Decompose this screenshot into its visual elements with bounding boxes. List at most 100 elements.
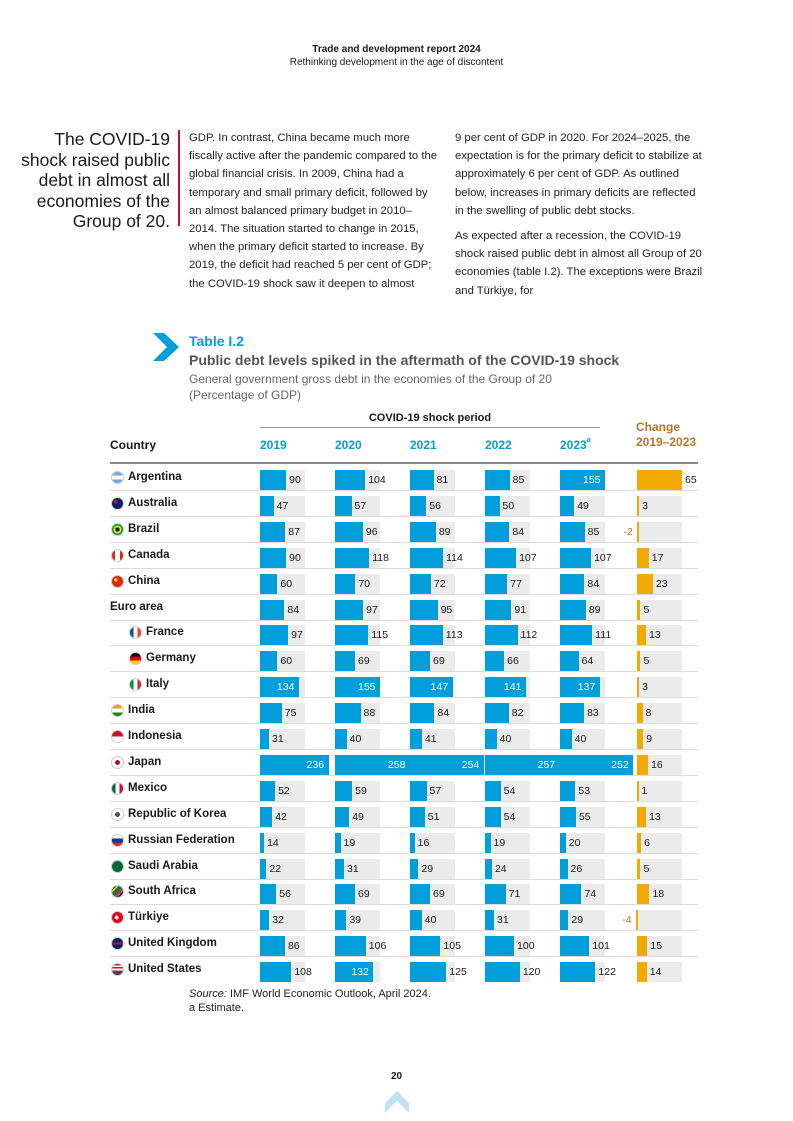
debt-value: 22 <box>269 862 282 875</box>
change-bar <box>637 625 646 646</box>
debt-value: 66 <box>507 655 519 668</box>
debt-bar <box>410 884 431 905</box>
period-label: COVID-19 shock period <box>368 412 492 424</box>
change-track <box>637 754 682 775</box>
debt-value: 95 <box>440 603 453 616</box>
debt-value: 257 <box>537 758 556 771</box>
debt-bar <box>560 729 572 749</box>
debt-bar <box>485 547 517 568</box>
debt-value: 31 <box>272 733 284 745</box>
debt-bar <box>485 495 500 516</box>
debt-bar <box>410 754 484 775</box>
debt-bar <box>335 962 374 983</box>
debt-bar <box>260 677 299 698</box>
debt-bar <box>260 703 282 724</box>
debt-value: 74 <box>584 888 597 901</box>
debt-value: 107 <box>594 551 612 564</box>
south-africa-flag-icon <box>111 885 124 899</box>
debt-value: 115 <box>371 629 389 642</box>
debt-bar <box>560 806 576 827</box>
body-column-1: GDP. In contrast, China became much more… <box>189 132 438 290</box>
table-row: Brazil 87 96 89 84 85 -2 <box>110 517 698 543</box>
debt-bar <box>560 858 568 879</box>
debt-value: 85 <box>512 474 525 486</box>
debt-bar <box>560 470 605 490</box>
debt-bar <box>260 470 287 490</box>
country-column-header: Country <box>110 438 156 452</box>
debt-bar <box>335 625 369 646</box>
body-paragraph: 9 per cent of GDP in 2020. For 2024–2025… <box>455 132 702 217</box>
change-track <box>637 936 682 957</box>
change-value: 15 <box>650 940 663 953</box>
country-name: India <box>128 704 155 717</box>
change-value: 3 <box>642 681 648 694</box>
debt-value: 147 <box>430 681 449 694</box>
korea-flag-icon <box>111 807 124 821</box>
china-flag-icon <box>111 574 124 588</box>
debt-bar <box>410 832 415 853</box>
debt-bar <box>560 936 590 957</box>
debt-value: 41 <box>424 733 437 745</box>
change-bar <box>635 910 639 931</box>
source-line: Source: IMF World Economic Outlook, Apri… <box>189 987 431 1001</box>
country-name: United States <box>128 963 202 976</box>
country-name: United Kingdom <box>128 937 217 950</box>
debt-value: 40 <box>499 733 512 745</box>
bar-track <box>335 832 380 853</box>
bar-track <box>560 832 605 853</box>
change-bar <box>637 754 649 775</box>
debt-value: 236 <box>306 758 325 771</box>
debt-bar <box>410 858 419 879</box>
table-row: Türkiye 32 39 40 31 29 -4 <box>110 905 698 932</box>
change-value: 5 <box>643 603 650 616</box>
change-column-header: Change 2019–2023 <box>636 420 696 450</box>
chevron-up-icon[interactable] <box>384 1089 410 1115</box>
debt-value: 64 <box>581 655 594 668</box>
table-row: Germany 60 69 69 66 64 5 <box>110 646 698 673</box>
debt-value: 39 <box>349 914 361 927</box>
debt-bar <box>335 936 366 957</box>
debt-value: 86 <box>287 940 300 953</box>
table-row: United Kingdom 86 106 105 100 101 15 <box>110 931 698 958</box>
year-header-2022: 2022 <box>485 438 512 452</box>
debt-bar <box>335 729 347 749</box>
debt-bar <box>260 599 285 620</box>
debt-bar <box>485 677 526 698</box>
debt-value: 90 <box>289 474 301 486</box>
debt-bar <box>410 625 443 646</box>
bar-track <box>485 858 530 879</box>
table-subtitle: General government gross debt in the eco… <box>189 371 552 403</box>
debt-bar <box>410 936 441 957</box>
change-value: 13 <box>649 810 661 823</box>
change-track <box>637 910 682 931</box>
debt-value: 55 <box>578 810 591 823</box>
year-header-2021: 2021 <box>410 438 437 452</box>
debt-bar <box>335 495 352 516</box>
debt-value: 118 <box>372 551 389 564</box>
change-bar <box>637 495 640 516</box>
bar-track <box>260 832 305 853</box>
table-row: Euro area 84 97 95 91 89 5 <box>110 595 698 621</box>
debt-bar <box>560 599 586 620</box>
country-name: China <box>128 574 160 587</box>
report-title: Trade and development report 2024 <box>312 44 481 55</box>
change-bar <box>637 806 646 827</box>
change-bar <box>637 547 649 568</box>
debt-bar <box>335 651 356 672</box>
debt-value: 14 <box>267 836 279 849</box>
bar-track <box>260 729 305 749</box>
change-value: 6 <box>644 836 650 849</box>
debt-value: 84 <box>512 525 525 538</box>
debt-value: 49 <box>352 810 364 823</box>
debt-value: 89 <box>588 603 601 616</box>
debt-value: 89 <box>438 525 451 538</box>
country-name: Germany <box>146 652 196 665</box>
debt-value: 16 <box>417 836 430 849</box>
debt-value: 69 <box>433 655 445 668</box>
change-bar <box>637 573 653 594</box>
change-bar <box>637 521 639 542</box>
debt-value: 82 <box>511 707 524 720</box>
debt-bar <box>485 599 512 620</box>
body-paragraph: As expected after a recession, the COVID… <box>455 230 703 297</box>
table-row: South Africa 56 69 69 71 74 18 <box>110 879 698 906</box>
